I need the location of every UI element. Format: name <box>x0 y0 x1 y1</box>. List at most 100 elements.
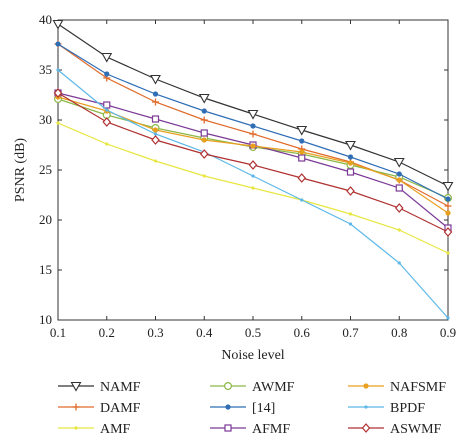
legend: NAMF DAMF AMF AWMF [14] AFMF NAFSMF BPDF ASWMF <box>58 380 446 437</box>
data-point <box>200 116 208 124</box>
legend-marker <box>225 404 231 410</box>
data-point <box>446 316 450 320</box>
data-point <box>202 174 206 178</box>
data-point <box>103 101 111 109</box>
data-point <box>104 71 110 77</box>
data-point <box>200 129 208 137</box>
legend-label: BPDF <box>390 401 425 416</box>
data-point <box>396 177 402 183</box>
legend-item: AFMF <box>210 422 290 437</box>
legend-label: ASWMF <box>390 422 442 437</box>
y-axis-ticks: 10 15 20 25 30 35 40 <box>39 12 448 327</box>
data-point <box>153 132 158 136</box>
x-axis-title: Noise level <box>221 348 284 363</box>
legend-marker <box>70 381 82 392</box>
series-14 <box>55 41 451 202</box>
data-point <box>393 157 405 168</box>
legend-item: DAMF <box>58 401 141 416</box>
y-tick-label: 40 <box>39 12 52 27</box>
data-point <box>151 115 160 123</box>
data-point <box>198 93 210 104</box>
series-amf <box>56 121 450 255</box>
series-afmf <box>54 89 452 232</box>
legend-label: NAMF <box>100 380 141 395</box>
y-tick-label: 15 <box>39 262 52 277</box>
y-tick-label: 25 <box>39 162 52 177</box>
data-point <box>105 108 109 112</box>
data-point <box>151 135 160 145</box>
legend-item: AWMF <box>210 380 295 395</box>
data-point <box>346 168 355 176</box>
legend-label: AMF <box>100 422 131 437</box>
data-point <box>199 149 209 159</box>
data-point <box>251 186 255 190</box>
legend-label: AWMF <box>252 380 295 395</box>
x-tick-label: 0.3 <box>147 325 163 340</box>
data-point <box>348 222 353 226</box>
data-point <box>153 159 158 163</box>
data-point <box>150 74 161 85</box>
legend-item: BPDF <box>348 401 425 416</box>
data-point <box>443 227 453 237</box>
data-point <box>300 198 304 202</box>
data-point <box>347 160 354 166</box>
data-point <box>52 19 64 30</box>
data-point <box>444 202 452 210</box>
x-tick-label: 0.6 <box>294 325 311 340</box>
series-aswmf <box>53 88 453 237</box>
legend-item: NAMF <box>58 380 141 395</box>
y-tick-label: 20 <box>39 212 52 227</box>
x-tick-label: 0.5 <box>245 325 261 340</box>
data-point <box>442 181 454 192</box>
data-point <box>297 173 307 183</box>
data-point <box>446 251 450 255</box>
data-point <box>251 174 255 178</box>
series-lines <box>52 19 454 320</box>
data-point <box>152 91 159 97</box>
x-axis-ticks: 0.1 0.2 0.3 0.4 0.5 0.6 0.7 0.8 0.9 <box>50 20 456 340</box>
legend-marker <box>224 382 233 391</box>
legend-label: AFMF <box>252 422 290 437</box>
data-point <box>101 52 113 63</box>
legend-label: [14] <box>252 401 275 416</box>
data-point <box>250 123 256 129</box>
data-point <box>249 130 257 138</box>
legend-marker <box>361 423 371 433</box>
legend-item: NAFSMF <box>348 380 446 395</box>
legend-item: AMF <box>58 422 131 437</box>
data-point <box>346 186 355 196</box>
data-point <box>299 149 305 155</box>
data-point <box>247 109 259 120</box>
x-tick-label: 0.9 <box>440 325 456 340</box>
data-point <box>248 160 258 170</box>
series-bpdf <box>56 68 450 320</box>
data-point <box>201 137 207 143</box>
x-tick-label: 0.7 <box>342 325 359 340</box>
data-point <box>105 142 109 146</box>
x-tick-label: 0.4 <box>196 325 213 340</box>
legend-item: ASWMF <box>348 422 442 437</box>
data-point <box>395 184 403 192</box>
x-tick-label: 0.2 <box>99 325 115 340</box>
data-point <box>152 127 159 133</box>
data-point <box>397 261 401 265</box>
legend-label: DAMF <box>100 401 141 416</box>
data-point <box>397 228 401 232</box>
data-point <box>394 203 404 213</box>
data-point <box>296 125 308 136</box>
data-point <box>347 154 354 160</box>
data-point <box>55 41 61 47</box>
legend-marker <box>224 424 232 432</box>
series-namf <box>52 19 454 192</box>
data-point <box>201 108 207 114</box>
y-axis-title: PSNR (dB) <box>13 138 28 203</box>
legend-marker <box>72 403 80 411</box>
data-point <box>445 210 451 216</box>
data-point <box>102 117 112 127</box>
legend-marker <box>364 405 368 409</box>
data-point <box>298 154 306 162</box>
data-point <box>53 88 63 98</box>
y-tick-label: 10 <box>39 312 52 327</box>
legend-label: NAFSMF <box>390 380 446 395</box>
